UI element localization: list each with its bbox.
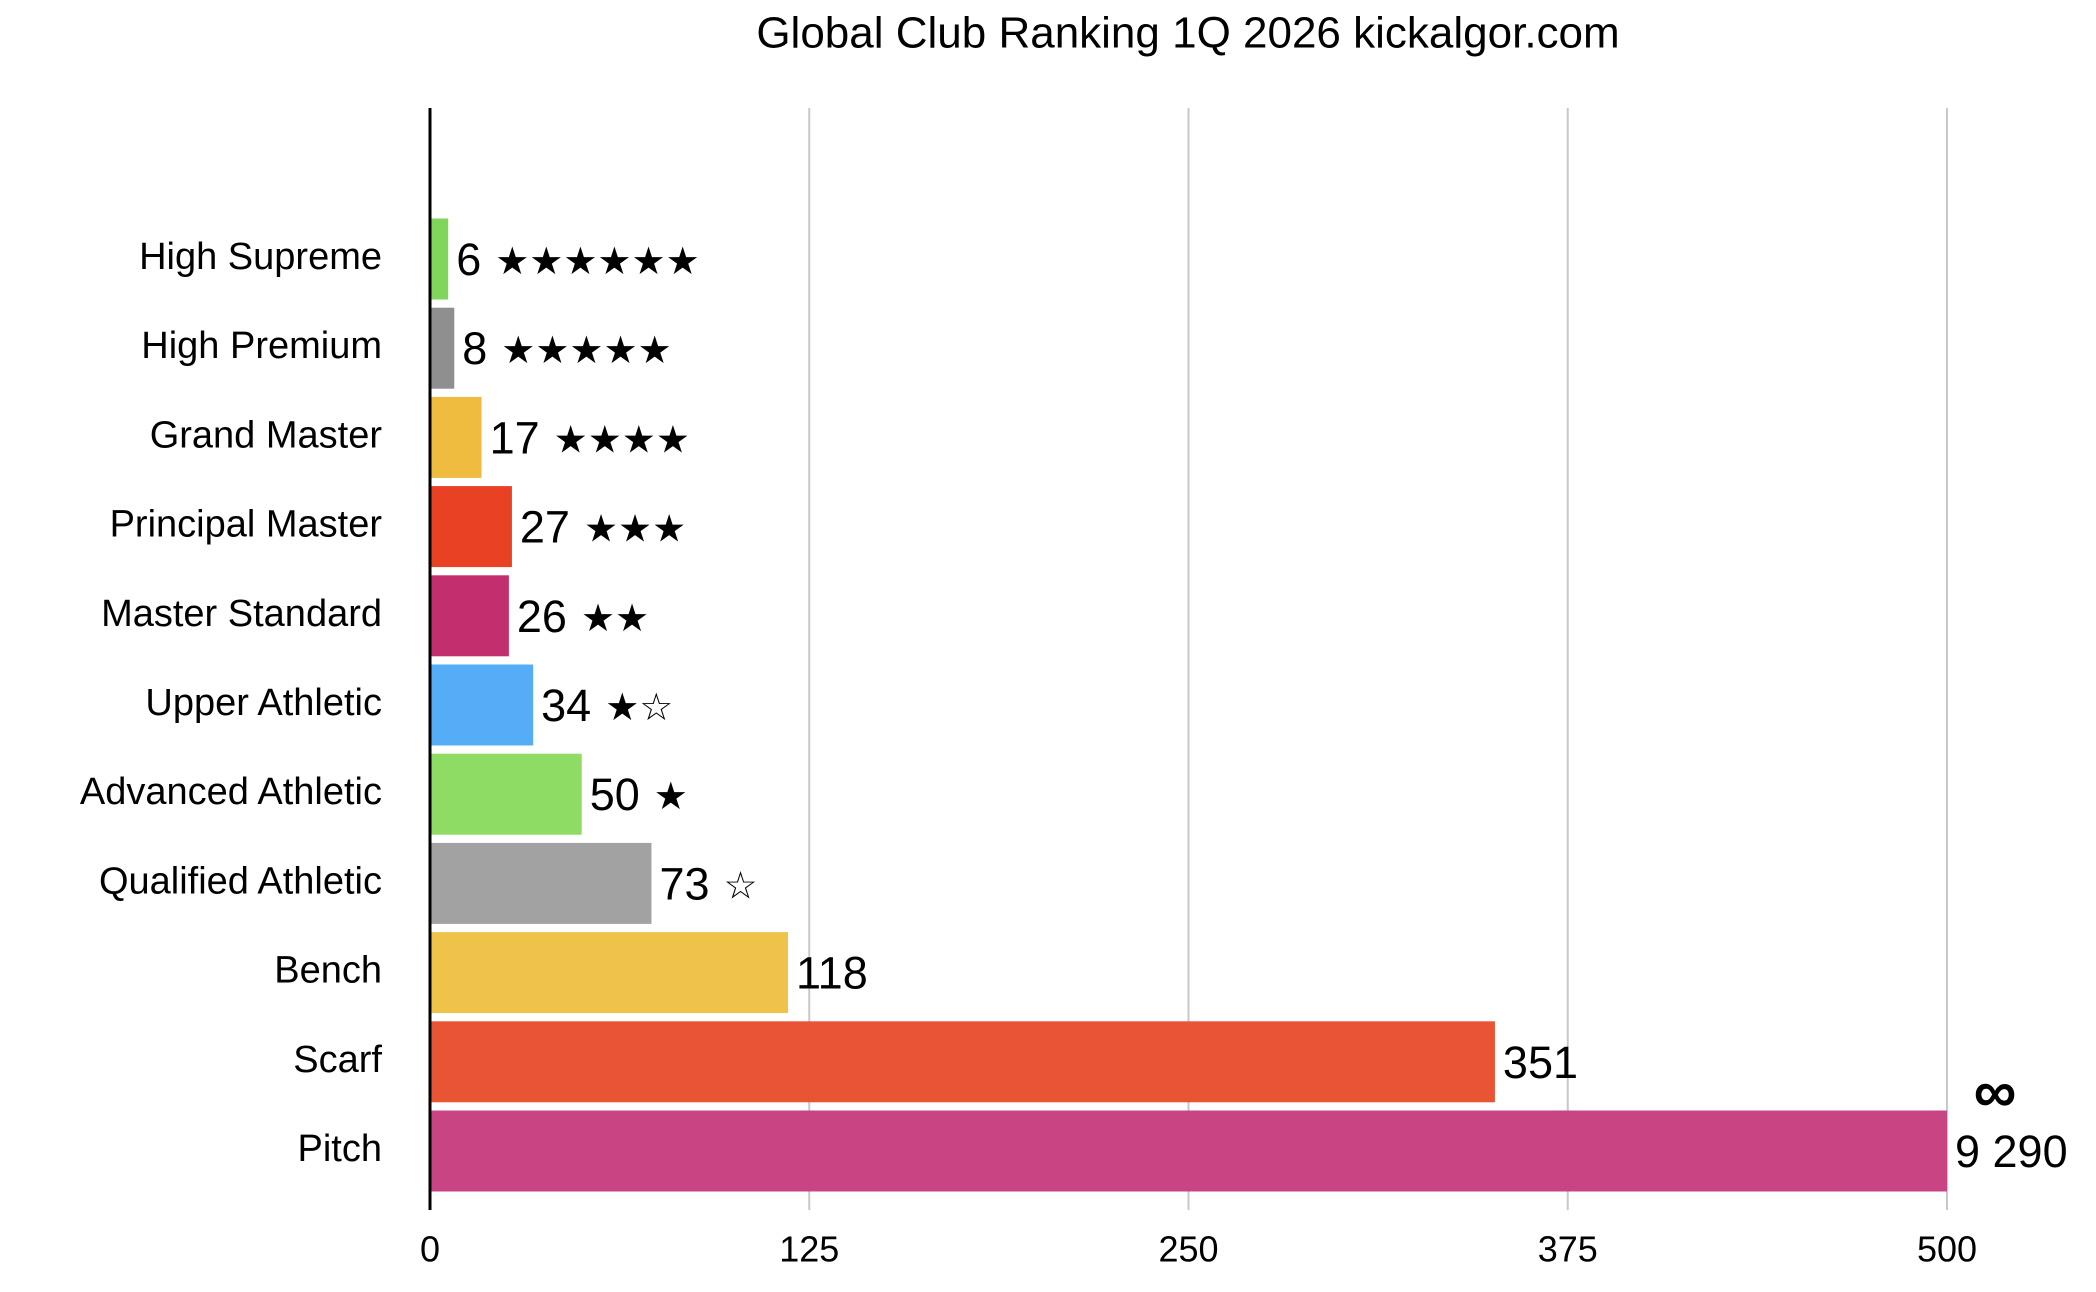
x-tick-label: 250: [1158, 1229, 1218, 1270]
value-label: 8 ★★★★★: [462, 323, 671, 374]
value-text: 8: [462, 323, 487, 374]
category-label: Bench: [274, 950, 382, 992]
star-rating: ★☆: [605, 685, 673, 729]
bar: [430, 1110, 1947, 1192]
star-rating: ★★: [581, 595, 649, 639]
bar: [430, 396, 482, 478]
value-label: 73 ☆: [659, 858, 757, 909]
value-label: 26 ★★: [517, 591, 649, 642]
value-label: 6 ★★★★★★: [456, 234, 699, 285]
bar: [430, 932, 789, 1014]
value-text: 34: [541, 680, 591, 731]
value-label: 118: [796, 947, 868, 998]
category-label: High Premium: [141, 325, 382, 367]
star-rating: ★★★★★: [501, 328, 671, 372]
star-rating: ☆: [724, 863, 758, 907]
bar: [430, 486, 512, 568]
value-label: 34 ★☆: [541, 680, 673, 731]
value-text: 50: [590, 769, 640, 820]
value-label: 50 ★: [590, 769, 688, 820]
category-label: Master Standard: [101, 593, 382, 635]
star-rating: ★★★★: [554, 417, 690, 461]
star-rating: ★★★: [584, 506, 686, 550]
value-text: 27: [520, 501, 570, 552]
category-label: Grand Master: [150, 414, 383, 456]
x-tick-label: 375: [1538, 1229, 1598, 1270]
value-text: 73: [659, 858, 709, 909]
bar: [430, 842, 652, 924]
x-tick-label: 125: [779, 1229, 839, 1270]
bar: [430, 218, 449, 300]
value-text: 118: [796, 947, 868, 998]
bar: [430, 575, 509, 657]
star-rating: ★: [654, 774, 688, 818]
category-label: Advanced Athletic: [80, 771, 382, 813]
category-label: Upper Athletic: [145, 682, 382, 724]
category-label: High Supreme: [139, 236, 382, 278]
category-label: Qualified Athletic: [99, 860, 382, 902]
value-label: 17 ★★★★: [490, 412, 690, 463]
value-label: 27 ★★★: [520, 501, 686, 552]
bar: [430, 1021, 1495, 1103]
category-label: Scarf: [293, 1039, 382, 1081]
x-tick-label: 0: [420, 1229, 440, 1270]
star-rating: ★★★★★★: [495, 239, 699, 283]
bars: [430, 218, 1947, 1192]
value-text: 26: [517, 591, 567, 642]
category-label: Pitch: [298, 1128, 382, 1170]
value-text: 9 290: [1955, 1126, 2068, 1177]
value-label: 9 290: [1955, 1126, 2068, 1177]
overflow-annotation: ∞: [1974, 1058, 2017, 1125]
value-label: 351: [1503, 1037, 1578, 1088]
bar: [430, 307, 455, 389]
value-text: 351: [1503, 1037, 1578, 1088]
bar: [430, 664, 534, 746]
x-tick-label: 500: [1917, 1229, 1977, 1270]
category-label: Principal Master: [110, 504, 383, 546]
chart-title: Global Club Ranking 1Q 2026 kickalgor.co…: [756, 9, 1619, 58]
value-text: 6: [456, 234, 481, 285]
value-text: 17: [490, 412, 540, 463]
bar: [430, 753, 582, 835]
